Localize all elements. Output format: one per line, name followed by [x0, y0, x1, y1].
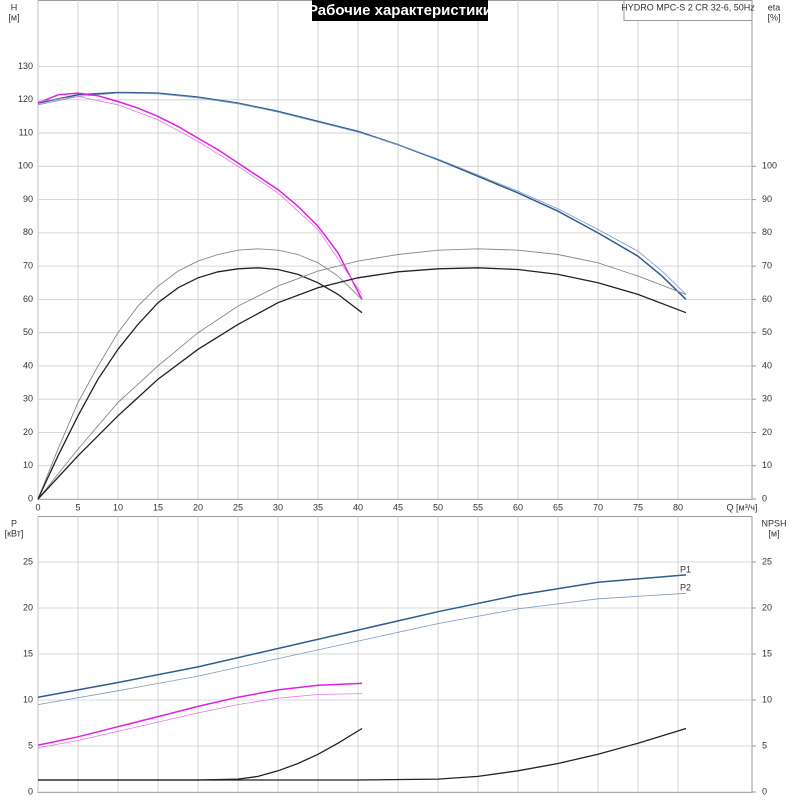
x-tick-label: 55: [473, 502, 483, 512]
curve: [37, 574, 687, 698]
y-axis-unit: [кВт]: [5, 528, 24, 538]
y2-axis-unit: [%]: [767, 12, 780, 22]
y2-tick-label: 40: [762, 360, 772, 370]
y2-tick-label: 100: [762, 161, 777, 171]
curve-label: P2: [680, 583, 691, 593]
y2-tick-label: 25: [762, 556, 772, 566]
y2-tick-label: 70: [762, 261, 772, 271]
y-tick-label: 60: [23, 294, 33, 304]
y2-tick-label: 30: [762, 394, 772, 404]
y2-tick-label: 20: [762, 427, 772, 437]
x-tick-label: 80: [673, 502, 683, 512]
x-tick-label: 5: [75, 502, 80, 512]
y2-tick-label: 10: [762, 694, 772, 704]
x-tick-label: 45: [393, 502, 403, 512]
x-tick-label: 35: [313, 502, 323, 512]
x-tick-label: 50: [433, 502, 443, 512]
y-tick-label: 50: [23, 327, 33, 337]
x-tick-label: 30: [273, 502, 283, 512]
y2-tick-label: 15: [762, 648, 772, 658]
x-tick-label: 20: [193, 502, 203, 512]
x-tick-label: 60: [513, 502, 523, 512]
y-axis-label: P: [11, 518, 17, 528]
model-label: HYDRO MPC-S 2 CR 32-6, 50Hz: [621, 2, 755, 12]
x-axis-label: Q [м³/ч]: [727, 502, 758, 512]
y-tick-label: 15: [23, 648, 33, 658]
curve: [37, 96, 363, 295]
curve: [37, 92, 687, 295]
y2-tick-label: 0: [762, 786, 767, 796]
x-tick-label: 15: [153, 502, 163, 512]
y-tick-label: 40: [23, 360, 33, 370]
y2-tick-label: 90: [762, 194, 772, 204]
y-tick-label: 120: [18, 94, 33, 104]
x-tick-label: 65: [553, 502, 563, 512]
y2-axis-label: eta: [768, 2, 781, 12]
title-box: [312, 0, 488, 21]
y-tick-label: 25: [23, 556, 33, 566]
chart-title: Рабочие характеристики: [308, 2, 492, 19]
y2-tick-label: 20: [762, 602, 772, 612]
y-tick-label: 110: [19, 127, 33, 137]
y2-tick-label: 0: [762, 493, 767, 503]
y2-tick-label: 60: [762, 294, 772, 304]
y-tick-label: 0: [28, 786, 33, 796]
y-tick-label: 0: [28, 493, 33, 503]
curve: [37, 592, 687, 705]
x-tick-label: 0: [35, 502, 40, 512]
x-tick-label: 70: [593, 502, 603, 512]
y-tick-label: 10: [23, 460, 33, 470]
curve: [37, 92, 363, 300]
curve: [37, 267, 363, 500]
curve: [37, 248, 687, 500]
y2-tick-label: 80: [762, 227, 772, 237]
y-axis-label: H: [11, 2, 18, 12]
y-tick-label: 100: [18, 161, 33, 171]
y2-tick-label: 5: [762, 740, 767, 750]
plot-frame: [37, 516, 753, 793]
curve: [38, 727, 363, 781]
curve: [37, 91, 687, 300]
curve: [38, 727, 687, 781]
y-tick-label: 10: [23, 694, 33, 704]
y-tick-label: 20: [23, 602, 33, 612]
x-tick-label: 10: [113, 502, 123, 512]
y2-axis-label: NPSH: [761, 518, 786, 528]
y-tick-label: 80: [23, 227, 33, 237]
y-tick-label: 130: [18, 61, 33, 71]
curve-label: P1: [680, 564, 691, 574]
x-tick-label: 25: [233, 502, 243, 512]
model-box: [623, 0, 753, 21]
curve: [37, 267, 687, 500]
y2-tick-label: 10: [762, 460, 772, 470]
y-tick-label: 90: [23, 194, 33, 204]
x-tick-label: 75: [633, 502, 643, 512]
curve: [37, 693, 363, 749]
curve: [37, 248, 363, 500]
y2-axis-unit: [м]: [768, 528, 779, 538]
y-tick-label: 30: [23, 394, 33, 404]
y2-tick-label: 50: [762, 327, 772, 337]
plot-frame: [37, 0, 753, 500]
x-tick-label: 40: [353, 502, 363, 512]
y-tick-label: 70: [23, 261, 33, 271]
y-axis-unit: [м]: [8, 12, 19, 22]
y-tick-label: 5: [28, 740, 33, 750]
y-tick-label: 20: [23, 427, 33, 437]
curve: [37, 682, 363, 746]
